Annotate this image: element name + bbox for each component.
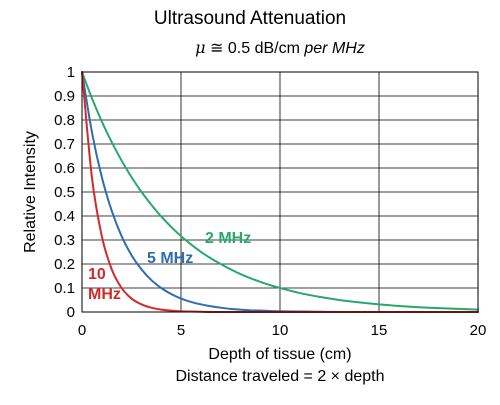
grid: [82, 72, 478, 312]
series-line-2-mhz: [81, 71, 479, 311]
y-tick-label: 0.1: [54, 280, 75, 297]
x-axis-label: Depth of tissue (cm): [208, 346, 352, 363]
x-axis-note: Distance traveled = 2 × depth: [175, 368, 385, 385]
subtitle-relation: ≅: [210, 40, 224, 57]
tick-labels: 00.10.20.30.40.50.60.70.80.910 5 10 15 20: [54, 64, 486, 339]
y-tick-label: 0.2: [54, 256, 75, 273]
y-tick-label: 1: [67, 64, 75, 81]
x-tick-label: 15: [371, 322, 388, 339]
y-axis-label: Relative Intensity: [22, 131, 39, 253]
y-tick-label: 0.5: [54, 184, 75, 201]
x-tick-label: 5: [177, 322, 185, 339]
y-tick-label: 0.3: [54, 232, 75, 249]
y-tick-label: 0.7: [54, 136, 75, 153]
x-tick-label: 0: [78, 322, 86, 339]
series-annotation: 10: [88, 266, 106, 283]
plot-frame: [81, 71, 479, 313]
series-annotation: 2 MHz: [205, 230, 251, 247]
series-annotation: 5 MHz: [147, 250, 193, 267]
chart-subtitle: μ ≅ 0.5 dB/cm per MHz: [60, 38, 500, 58]
chart-title: Ultrasound Attenuation: [153, 8, 347, 29]
subtitle-value: 0.5 dB/cm: [227, 40, 300, 57]
series-annotations: 2 MHz 5 MHz 10 MHz: [88, 230, 251, 303]
x-tick-label: 10: [272, 322, 289, 339]
series-annotation: MHz: [88, 286, 121, 303]
x-tick-label: 20: [470, 322, 487, 339]
y-tick-label: 0.8: [54, 112, 75, 129]
subtitle-symbol: μ: [195, 38, 206, 57]
y-tick-label: 0.9: [54, 88, 75, 105]
y-tick-label: 0.6: [54, 160, 75, 177]
y-tick-label: 0: [67, 304, 75, 321]
subtitle-suffix: per MHz: [304, 40, 365, 57]
y-tick-label: 0.4: [54, 208, 75, 225]
